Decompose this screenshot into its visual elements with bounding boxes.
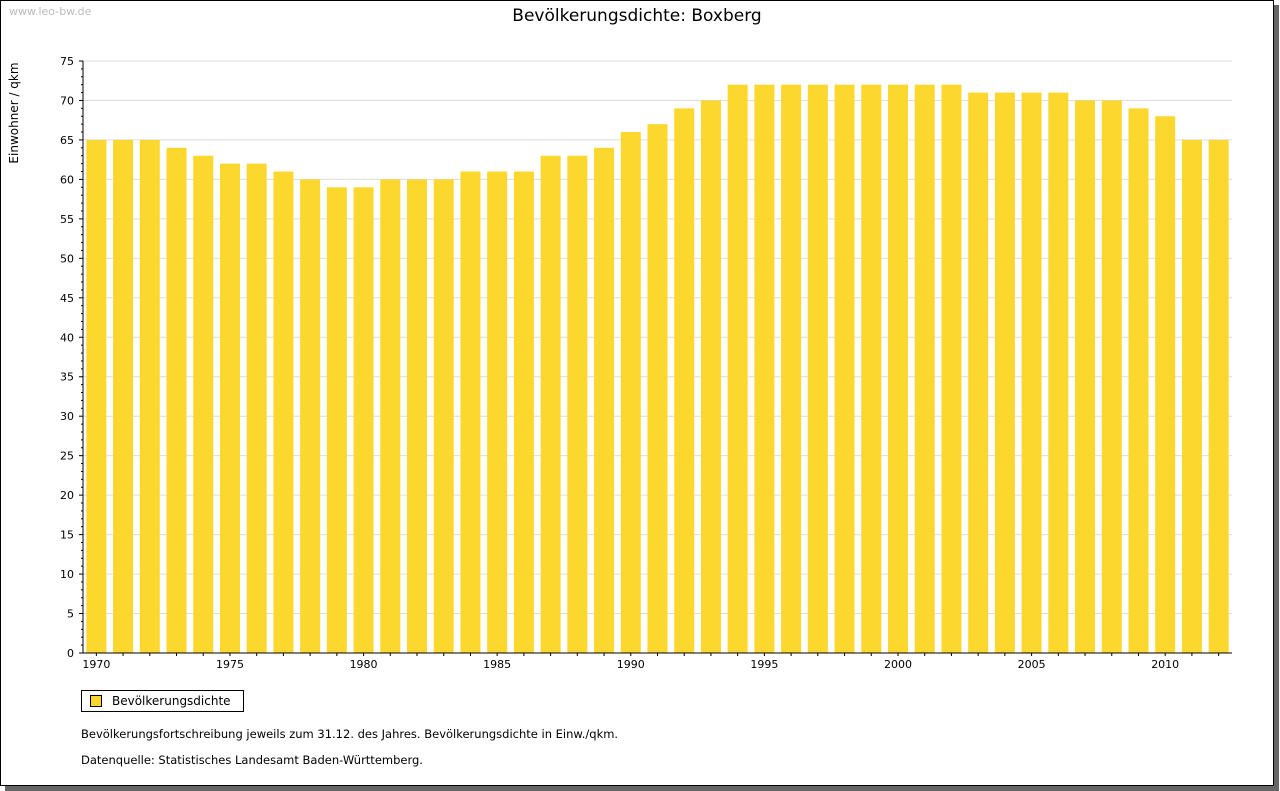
x-tick-label: 1980 [350, 658, 378, 671]
bar-1985 [487, 171, 508, 654]
y-tick-label: 25 [60, 450, 74, 463]
bar-1973 [166, 147, 187, 653]
y-tick-label: 65 [60, 134, 74, 147]
x-tick-label: 2000 [884, 658, 912, 671]
bar-1995 [754, 84, 775, 654]
x-tick-label: 1990 [617, 658, 645, 671]
bar-1971 [113, 139, 134, 653]
bar-1976 [246, 163, 267, 653]
bar-2009 [1128, 108, 1149, 654]
bar-2001 [914, 84, 935, 654]
legend-swatch [90, 695, 102, 707]
chart-title: Bevölkerungsdichte: Boxberg [512, 6, 762, 26]
bar-2000 [887, 84, 908, 654]
bar-2006 [1048, 92, 1069, 653]
bar-2004 [994, 92, 1015, 653]
bar-1996 [781, 84, 802, 654]
bar-1989 [594, 147, 615, 653]
bar-1987 [540, 155, 561, 653]
bar-1979 [326, 187, 347, 653]
x-tick-label: 2005 [1018, 658, 1046, 671]
x-tick-label: 2010 [1151, 658, 1179, 671]
x-tick-label: 1975 [216, 658, 244, 671]
bar-1988 [567, 155, 588, 653]
note-methodology: Bevölkerungsfortschreibung jeweils zum 3… [81, 727, 619, 741]
bar-1980 [353, 187, 374, 653]
y-tick-label: 30 [60, 410, 74, 423]
bar-1991 [647, 124, 668, 653]
plot-area: 0 5 10 15 20 25 30 35 40 45 50 55 60 65 70 75 1970 1975 19… [60, 55, 1232, 671]
x-tick-label: 1995 [750, 658, 778, 671]
y-tick-label: 5 [67, 608, 74, 621]
y-tick-label: 15 [60, 529, 74, 542]
y-tick-label: 75 [60, 55, 74, 68]
bar-1993 [700, 100, 721, 653]
bar-1998 [834, 84, 855, 654]
y-tick-label: 55 [60, 213, 74, 226]
y-tick-label: 0 [67, 647, 74, 660]
bar-2011 [1181, 139, 1202, 653]
y-tick-label: 70 [60, 94, 74, 107]
bar-1981 [380, 179, 401, 653]
bar-1999 [861, 84, 882, 654]
bar-1974 [193, 155, 214, 653]
bar-2003 [968, 92, 989, 653]
legend-label: Bevölkerungsdichte [112, 694, 231, 708]
bar-1972 [139, 139, 160, 653]
bar-2007 [1075, 100, 1096, 653]
bar-1997 [807, 84, 828, 654]
x-tick-label: 1970 [82, 658, 110, 671]
bar-1970 [86, 139, 107, 653]
bar-1978 [300, 179, 321, 653]
x-tick-label: 1985 [483, 658, 511, 671]
bar-1975 [219, 163, 240, 653]
bar-1977 [273, 171, 294, 654]
y-tick-label: 60 [60, 173, 74, 186]
y-tick-label: 20 [60, 489, 74, 502]
bar-1982 [407, 179, 428, 653]
y-tick-label: 45 [60, 292, 74, 305]
bar-2012 [1208, 139, 1229, 653]
bar-2008 [1101, 100, 1122, 653]
bar-1986 [513, 171, 534, 654]
y-tick-label: 40 [60, 331, 74, 344]
bar-2005 [1021, 92, 1042, 653]
bar-2002 [941, 84, 962, 654]
y-tick-label: 35 [60, 371, 74, 384]
bar-1994 [727, 84, 748, 654]
y-tick-label: 10 [60, 568, 74, 581]
bar-1983 [433, 179, 454, 653]
legend: Bevölkerungsdichte [81, 690, 244, 712]
bar-1992 [674, 108, 695, 654]
watermark: www.leo-bw.de [9, 5, 92, 18]
bar-2010 [1155, 116, 1176, 653]
bar-1990 [620, 132, 641, 654]
bar-1984 [460, 171, 481, 654]
note-source: Datenquelle: Statistisches Landesamt Bad… [81, 753, 423, 767]
y-tick-label: 50 [60, 252, 74, 265]
